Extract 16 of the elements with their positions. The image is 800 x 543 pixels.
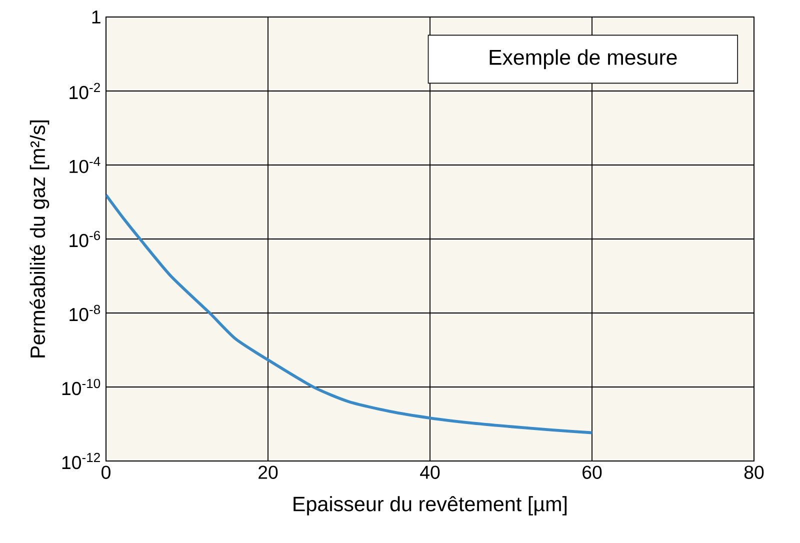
y-tick-label: 10$^{-2}$: [70, 82, 100, 100]
x-tick-label: 20: [258, 466, 278, 479]
line-series: [106, 193, 594, 434]
y-tick-label: 10$^{-8}$: [70, 304, 100, 322]
y-tick-label: 10$^{-12}$: [62, 452, 100, 470]
y-axis-title: Perméabilité du gaz [m²/s]: [30, 120, 50, 358]
x-tick-label: 0: [102, 466, 110, 479]
annotation: Exemple de mesure: [490, 49, 677, 70]
y-tick-label: 10$^{-4}$: [70, 156, 100, 174]
x-tick-label: 80: [744, 466, 764, 479]
y-tick-label: 10$^{-6}$: [70, 230, 100, 248]
y-tick-label: 1: [92, 10, 100, 24]
y-tick-label: 10$^{-10}$: [62, 378, 100, 396]
x-axis-title: Epaisseur du revêtement [µm]: [294, 496, 567, 516]
x-tick-label: 40: [420, 466, 440, 479]
x-tick-label: 60: [582, 466, 602, 479]
